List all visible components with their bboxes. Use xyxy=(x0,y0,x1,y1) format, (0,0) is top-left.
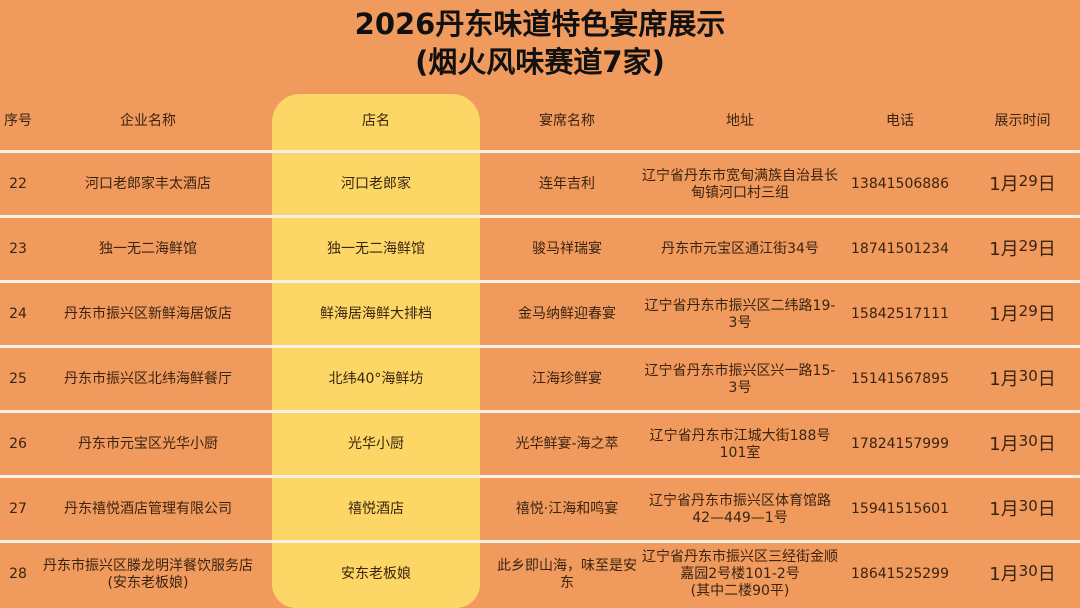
address: 丹东市元宝区通江街34号 xyxy=(661,241,819,257)
date-day: 29 xyxy=(1018,302,1038,320)
display-date: 1月 29 日 xyxy=(965,218,1080,281)
date-month: 1月 xyxy=(989,174,1019,195)
header-store: 店名 xyxy=(362,113,390,129)
row-separator xyxy=(0,280,1080,283)
row-separator xyxy=(0,540,1080,543)
banquet-name: 江海珍鲜宴 xyxy=(532,371,602,387)
header-date: 展示时间 xyxy=(994,113,1051,129)
date-month: 1月 xyxy=(989,239,1019,260)
address: 辽宁省丹东市振兴区二纬路19-3号 xyxy=(644,297,836,331)
phone: 15141567895 xyxy=(851,371,949,387)
row-separator xyxy=(0,475,1080,478)
address: 辽宁省丹东市江城大街188号101室 xyxy=(649,427,831,461)
address: 辽宁省丹东市振兴区体育馆路42—449—1号 xyxy=(649,492,831,526)
company-name: 独一无二海鲜馆 xyxy=(99,241,197,257)
store-name: 河口老郎家 xyxy=(341,176,411,192)
table-row: 26 丹东市元宝区光华小厨 光华小厨 光华鲜宴-海之萃 辽宁省丹东市江城大街188号10… xyxy=(0,413,1080,476)
row-number: 26 xyxy=(9,436,27,452)
company-name: 丹东市振兴区滕龙明洋餐饮服务店 (安东老板娘) xyxy=(43,557,253,591)
display-date: 1月 30 日 xyxy=(965,543,1080,606)
company-name: 丹东禧悦酒店管理有限公司 xyxy=(64,501,232,517)
row-separator xyxy=(0,345,1080,348)
banquet-name: 光华鲜宴-海之萃 xyxy=(515,436,619,452)
row-number: 27 xyxy=(9,501,27,517)
phone: 15842517111 xyxy=(851,306,949,322)
table-row: 23 独一无二海鲜馆 独一无二海鲜馆 骏马祥瑞宴 丹东市元宝区通江街34号 1874150… xyxy=(0,218,1080,281)
phone: 15941515601 xyxy=(851,501,949,517)
banquet-name: 连年吉利 xyxy=(539,176,595,192)
store-name: 北纬40°海鲜坊 xyxy=(328,371,424,387)
table-header: 序号 企业名称 店名 宴席名称 地址 电话 展示时间 xyxy=(0,90,1080,153)
display-date: 1月 30 日 xyxy=(965,348,1080,411)
date-month: 1月 xyxy=(989,369,1019,390)
header-banquet: 宴席名称 xyxy=(539,113,595,129)
address: 辽宁省丹东市宽甸满族自治县长甸镇河口村三组 xyxy=(642,167,838,201)
table-row: 22 河口老郎家丰太酒店 河口老郎家 连年吉利 辽宁省丹东市宽甸满族自治县长甸镇河口村三… xyxy=(0,153,1080,216)
phone: 18741501234 xyxy=(851,241,949,257)
date-month: 1月 xyxy=(989,304,1019,325)
store-name: 独一无二海鲜馆 xyxy=(327,241,425,257)
address: 辽宁省丹东市振兴区三经街金顺嘉园2号楼101-2号 (其中二楼90平) xyxy=(642,549,838,599)
row-separator xyxy=(0,410,1080,413)
banquet-name: 骏马祥瑞宴 xyxy=(532,241,602,257)
company-name: 丹东市振兴区北纬海鲜餐厅 xyxy=(64,371,232,387)
date-day-unit: 日 xyxy=(1037,174,1056,195)
display-date: 1月 29 日 xyxy=(965,153,1080,216)
phone: 17824157999 xyxy=(851,436,949,452)
date-month: 1月 xyxy=(989,499,1019,520)
phone: 18641525299 xyxy=(851,566,949,582)
header-no: 序号 xyxy=(4,113,32,129)
row-number: 25 xyxy=(9,371,27,387)
date-day: 29 xyxy=(1018,172,1038,190)
row-number: 24 xyxy=(9,306,27,322)
date-day-unit: 日 xyxy=(1037,304,1056,325)
row-number: 22 xyxy=(9,176,27,192)
banquet-name: 金马纳鲜迎春宴 xyxy=(518,306,616,322)
banquet-name: 禧悦·江海和鸣宴 xyxy=(515,501,619,517)
row-number: 23 xyxy=(9,241,27,257)
date-day-unit: 日 xyxy=(1037,564,1056,585)
header-company: 企业名称 xyxy=(120,113,176,129)
display-date: 1月 29 日 xyxy=(965,283,1080,346)
row-separator xyxy=(0,150,1080,153)
page-title: 2026丹东味道特色宴席展示 xyxy=(354,7,726,41)
address: 辽宁省丹东市振兴区兴一路15-3号 xyxy=(644,362,836,396)
date-day: 29 xyxy=(1018,237,1038,255)
header-address: 地址 xyxy=(726,113,754,129)
date-day: 30 xyxy=(1018,497,1038,515)
date-day-unit: 日 xyxy=(1037,434,1056,455)
date-month: 1月 xyxy=(989,564,1019,585)
store-name: 光华小厨 xyxy=(348,436,404,452)
table-row: 28 丹东市振兴区滕龙明洋餐饮服务店 (安东老板娘) 安东老板娘 此乡即山海，味至是安… xyxy=(0,543,1080,606)
display-date: 1月 30 日 xyxy=(965,478,1080,541)
date-day-unit: 日 xyxy=(1037,369,1056,390)
phone: 13841506886 xyxy=(851,176,949,192)
row-number: 28 xyxy=(9,566,27,582)
company-name: 丹东市振兴区新鲜海居饭店 xyxy=(64,306,232,322)
banquet-name: 此乡即山海，味至是安东 xyxy=(497,557,637,591)
company-name: 河口老郎家丰太酒店 xyxy=(85,176,211,192)
store-name: 安东老板娘 xyxy=(341,566,411,582)
header-phone: 电话 xyxy=(886,113,914,129)
date-day-unit: 日 xyxy=(1037,239,1056,260)
date-day-unit: 日 xyxy=(1037,499,1056,520)
display-date: 1月 30 日 xyxy=(965,413,1080,476)
date-day: 30 xyxy=(1018,367,1038,385)
table-row: 24 丹东市振兴区新鲜海居饭店 鲜海居海鲜大排档 金马纳鲜迎春宴 辽宁省丹东市振兴区二纬… xyxy=(0,283,1080,346)
row-separator xyxy=(0,215,1080,218)
store-name: 鲜海居海鲜大排档 xyxy=(320,306,432,322)
date-month: 1月 xyxy=(989,434,1019,455)
company-name: 丹东市元宝区光华小厨 xyxy=(78,436,218,452)
table-row: 25 丹东市振兴区北纬海鲜餐厅 北纬40°海鲜坊 江海珍鲜宴 辽宁省丹东市振兴区兴一路1… xyxy=(0,348,1080,411)
date-day: 30 xyxy=(1018,562,1038,580)
store-column-highlight xyxy=(272,94,480,608)
date-day: 30 xyxy=(1018,432,1038,450)
store-name: 禧悦酒店 xyxy=(348,501,404,517)
page-subtitle: (烟火风味赛道7家) xyxy=(415,45,665,79)
table-row: 27 丹东禧悦酒店管理有限公司 禧悦酒店 禧悦·江海和鸣宴 辽宁省丹东市振兴区体育馆路4… xyxy=(0,478,1080,541)
